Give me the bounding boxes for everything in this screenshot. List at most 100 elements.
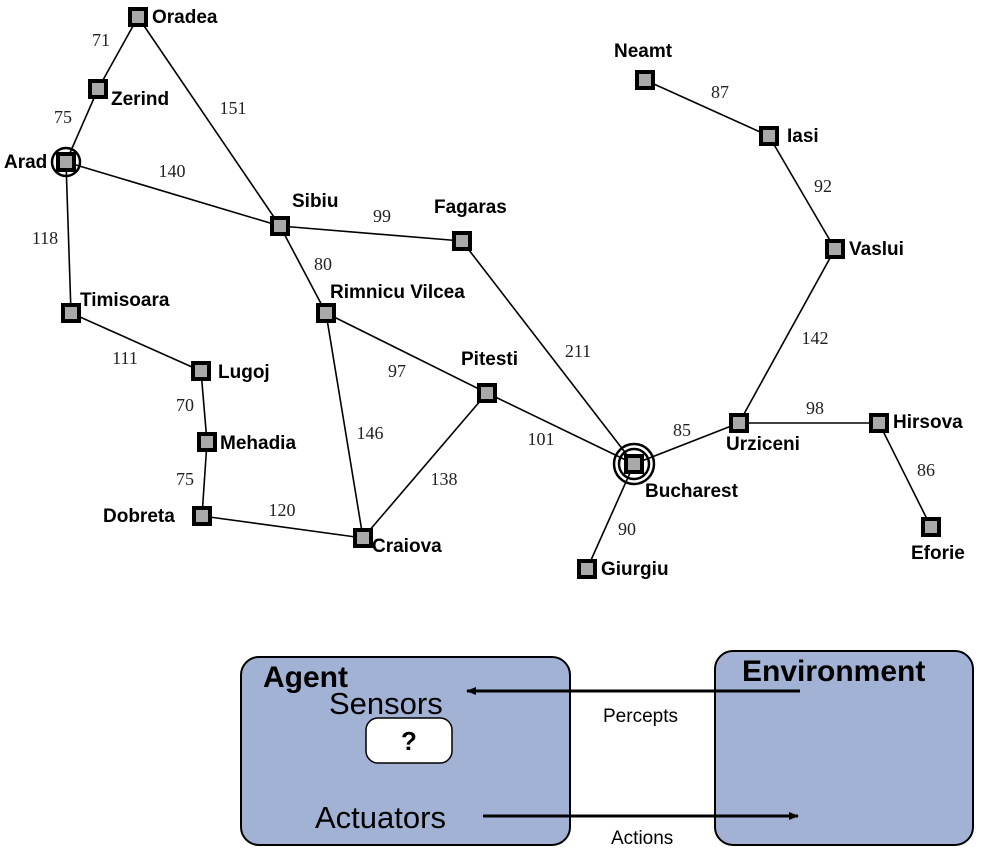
road-craiova-pitesti xyxy=(362,392,488,539)
distance-labels-layer: 71 75 151 140 118 111 70 75 120 99 80 97 146 138 211 10… xyxy=(32,30,935,539)
distance-label-urziceni-vaslui: 142 xyxy=(802,328,829,348)
road-dobreta-craiova xyxy=(201,515,364,539)
city-label-fagaras: Fagaras xyxy=(434,197,507,218)
city-label-sibiu: Sibiu xyxy=(292,191,338,212)
environment-title: Environment xyxy=(742,655,925,688)
city-label-vaslui: Vaslui xyxy=(849,239,904,260)
road-pitesti-bucharest xyxy=(486,392,635,465)
city-label-craiova: Craiova xyxy=(372,536,442,557)
unknown-function-mark: ? xyxy=(401,726,417,756)
distance-label-urziceni-hirsova: 98 xyxy=(806,398,824,418)
road-rimnicu-pitesti xyxy=(325,312,488,394)
city-node-sibiu xyxy=(270,216,290,236)
city-label-timisoara: Timisoara xyxy=(80,290,170,311)
distance-label-fagaras-bucharest: 211 xyxy=(565,341,591,361)
city-label-dobreta: Dobreta xyxy=(103,506,175,527)
city-node-mehadia xyxy=(197,432,217,452)
city-nodes-layer xyxy=(56,7,941,579)
road-vaslui-iasi xyxy=(768,135,836,250)
romania-road-map: 71 75 151 140 118 111 70 75 120 99 80 97 146 138 211 10… xyxy=(4,7,965,580)
sensors-label: Sensors xyxy=(329,686,443,721)
city-node-oradea xyxy=(128,7,148,27)
city-node-bucharest xyxy=(624,454,644,474)
road-oradea-sibiu xyxy=(137,16,281,227)
city-node-eforie xyxy=(921,517,941,537)
city-label-iasi: Iasi xyxy=(787,126,819,147)
roads-layer xyxy=(65,16,932,570)
road-bucharest-urziceni xyxy=(633,422,740,465)
road-lugoj-mehadia xyxy=(200,370,208,443)
city-label-zerind: Zerind xyxy=(111,89,169,110)
road-sibiu-rimnicu xyxy=(279,225,327,314)
city-label-lugoj: Lugoj xyxy=(218,362,270,383)
city-node-zerind xyxy=(88,79,108,99)
distance-label-rimnicu-craiova: 146 xyxy=(357,423,384,443)
distance-label-hirsova-eforie: 86 xyxy=(917,460,935,480)
distance-label-oradea-sibiu: 151 xyxy=(220,98,247,118)
distance-label-bucharest-urziceni: 85 xyxy=(673,420,691,440)
city-label-neamt: Neamt xyxy=(614,41,673,62)
goal-city-ring-inner xyxy=(617,447,651,481)
road-mehadia-dobreta xyxy=(201,441,208,517)
actions-label: Actions xyxy=(611,828,673,849)
road-hirsova-eforie xyxy=(878,422,932,528)
distance-label-pitesti-bucharest: 101 xyxy=(528,429,555,449)
city-node-vaslui xyxy=(825,239,845,259)
city-label-pitesti: Pitesti xyxy=(461,349,518,370)
distance-label-sibiu-fagaras: 99 xyxy=(373,206,391,226)
city-node-rimnicu xyxy=(316,303,336,323)
distance-label-arad-timisoara: 118 xyxy=(32,228,58,248)
city-label-rimnicu: Rimnicu Vilcea xyxy=(330,282,465,303)
city-node-giurgiu xyxy=(577,559,597,579)
agent-environment-diagram: Agent Sensors ? Actuators Environment Pe… xyxy=(240,650,974,849)
city-node-fagaras xyxy=(452,231,472,251)
road-sibiu-fagaras xyxy=(279,225,463,242)
start-city-ring xyxy=(50,146,82,178)
percepts-label: Percepts xyxy=(603,706,678,727)
road-oradea-zerind xyxy=(97,16,139,90)
distance-label-oradea-zerind: 71 xyxy=(92,30,110,50)
distance-label-vaslui-iasi: 92 xyxy=(814,176,832,196)
city-node-arad xyxy=(56,152,76,172)
distance-label-craiova-pitesti: 138 xyxy=(431,469,458,489)
city-node-iasi xyxy=(759,126,779,146)
city-label-hirsova: Hirsova xyxy=(893,412,963,433)
city-label-giurgiu: Giurgiu xyxy=(601,559,669,580)
city-node-pitesti xyxy=(477,383,497,403)
city-node-timisoara xyxy=(61,303,81,323)
city-label-eforie: Eforie xyxy=(911,543,965,564)
road-timisoara-lugoj xyxy=(70,312,202,372)
distance-label-bucharest-giurgiu: 90 xyxy=(618,519,636,539)
distance-label-arad-sibiu: 140 xyxy=(159,161,186,181)
distance-label-dobreta-craiova: 120 xyxy=(269,500,296,520)
road-arad-timisoara xyxy=(65,161,72,314)
city-node-hirsova xyxy=(869,413,889,433)
city-label-arad: Arad xyxy=(4,152,47,173)
road-fagaras-bucharest xyxy=(461,240,635,465)
city-node-dobreta xyxy=(192,506,212,526)
distance-label-iasi-neamt: 87 xyxy=(711,82,729,102)
city-node-urziceni xyxy=(729,413,749,433)
road-arad-sibiu xyxy=(65,161,281,227)
road-rimnicu-craiova xyxy=(325,312,364,539)
highlight-rings-layer xyxy=(50,146,656,486)
city-label-urziceni: Urziceni xyxy=(726,434,800,455)
goal-city-ring-outer xyxy=(612,442,656,486)
city-node-craiova xyxy=(353,528,373,548)
distance-label-lugoj-mehadia: 70 xyxy=(176,395,194,415)
actuators-label: Actuators xyxy=(315,800,446,835)
city-node-lugoj xyxy=(191,361,211,381)
road-iasi-neamt xyxy=(644,79,770,137)
city-label-mehadia: Mehadia xyxy=(220,433,296,454)
city-labels-layer: Oradea Zerind Arad Timisoara Lugoj Mehadia Dob… xyxy=(4,7,965,580)
road-bucharest-giurgiu xyxy=(586,463,635,570)
agent-title: Agent xyxy=(263,661,348,694)
city-label-oradea: Oradea xyxy=(152,7,218,28)
distance-label-timisoara-lugoj: 111 xyxy=(112,348,138,368)
distance-label-sibiu-rimnicu: 80 xyxy=(314,254,332,274)
city-label-bucharest: Bucharest xyxy=(645,481,739,502)
distance-label-zerind-arad: 75 xyxy=(54,107,72,127)
road-urziceni-vaslui xyxy=(738,248,836,424)
distance-label-rimnicu-pitesti: 97 xyxy=(388,361,406,381)
